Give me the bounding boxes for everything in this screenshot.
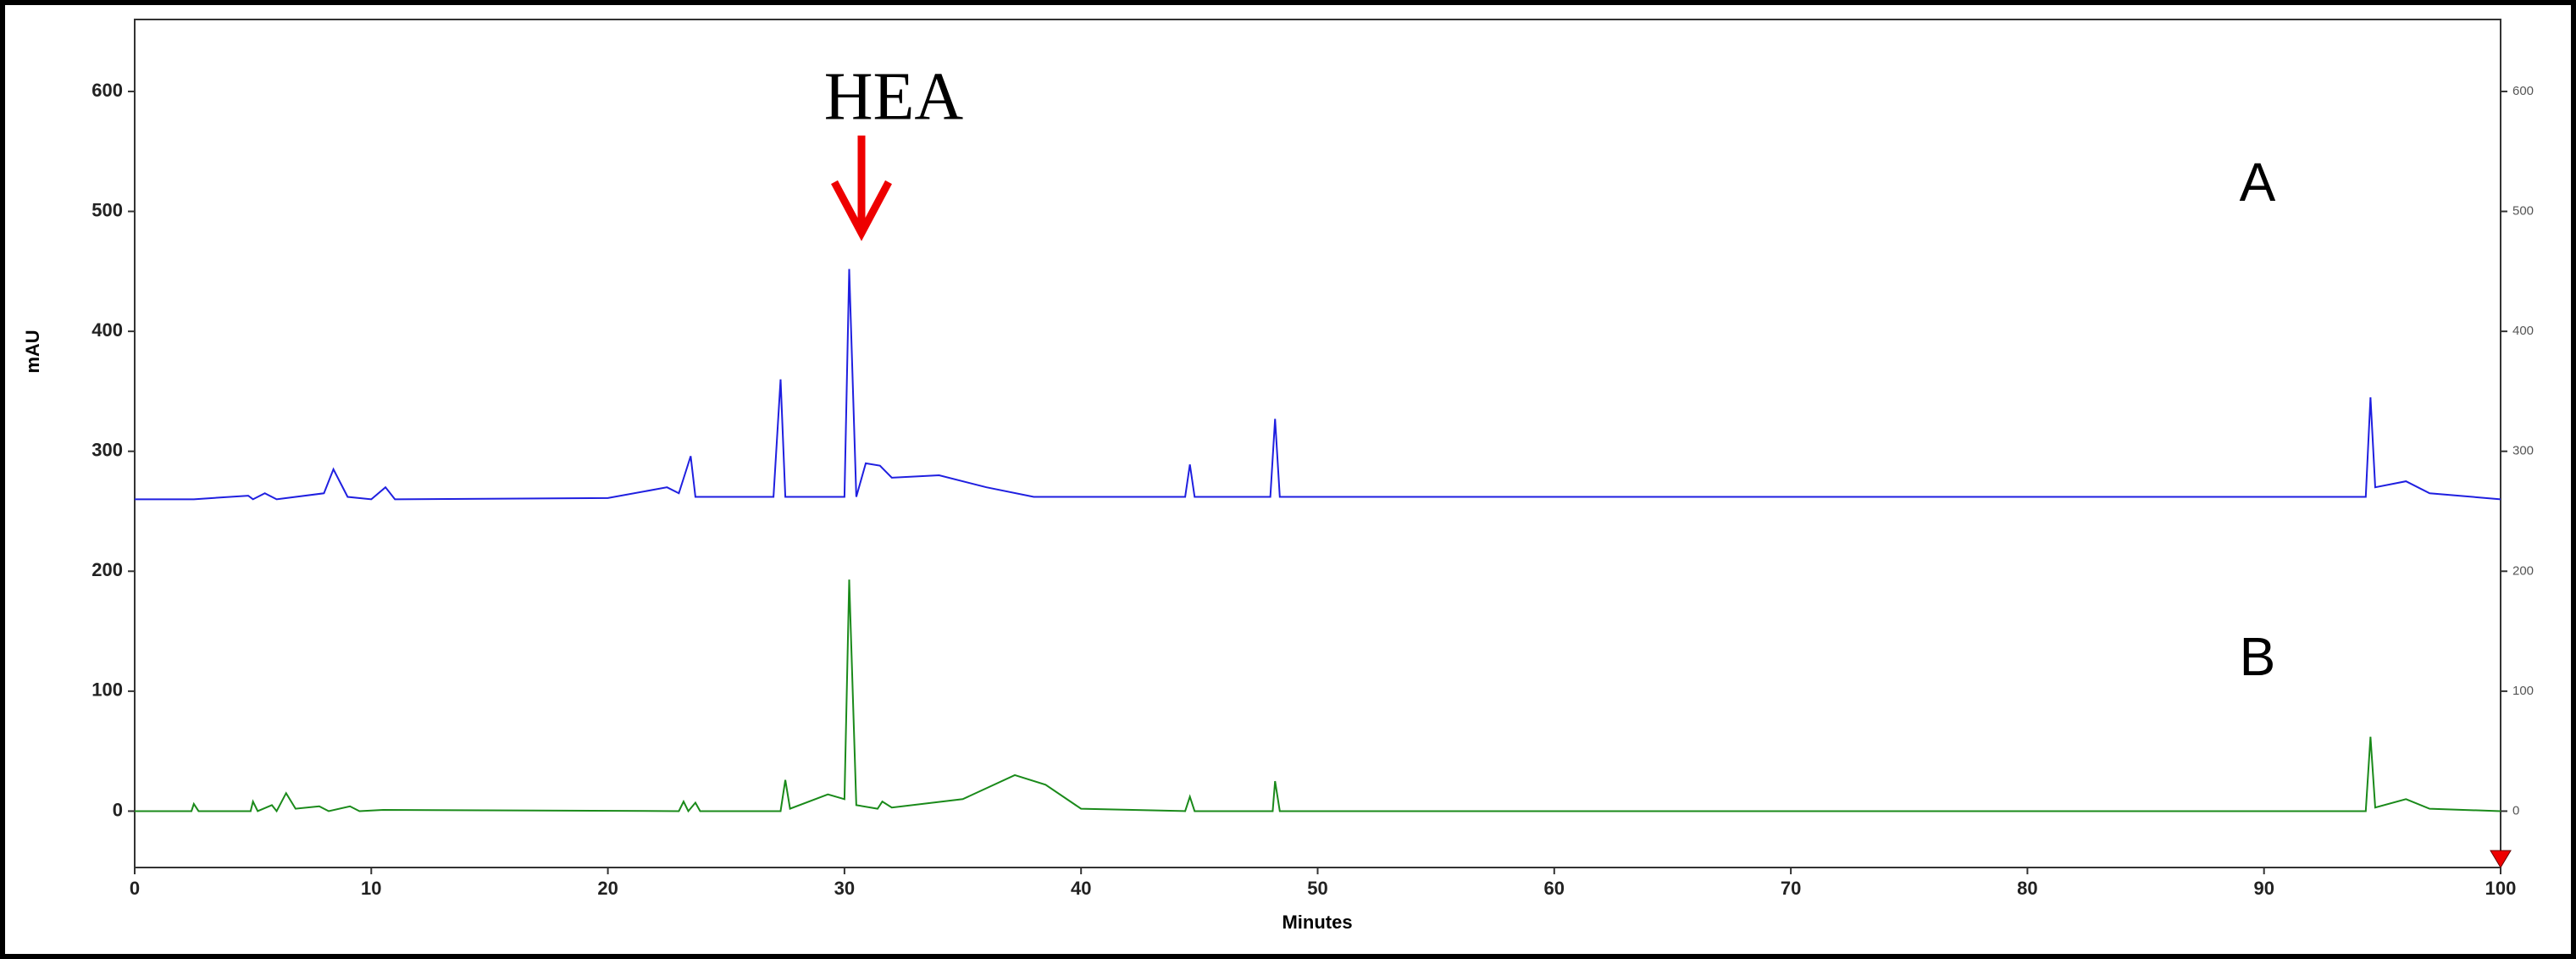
end-marker xyxy=(2490,850,2512,868)
x-tick-label: 0 xyxy=(130,878,140,899)
y2-tick-label: 500 xyxy=(2512,204,2534,219)
y-tick-label: 500 xyxy=(91,199,123,220)
y2-tick-label: 100 xyxy=(2512,684,2534,698)
y-tick-label: 300 xyxy=(91,440,123,461)
y2-tick-label: 600 xyxy=(2512,84,2534,98)
x-tick-label: 10 xyxy=(361,878,381,899)
series-label: A xyxy=(2240,152,2276,213)
annotation-arrowhead xyxy=(831,180,892,241)
y-tick-label: 100 xyxy=(91,679,123,701)
annotation: HEA xyxy=(824,59,964,134)
y-tick-label: 600 xyxy=(91,80,123,101)
y2-tick-label: 300 xyxy=(2512,444,2534,458)
y2-tick-label: 0 xyxy=(2512,803,2519,818)
series-line xyxy=(135,269,2501,501)
x-tick-label: 50 xyxy=(1307,878,1327,899)
y2-tick-label: 200 xyxy=(2512,563,2534,578)
x-tick-label: 90 xyxy=(2253,878,2274,899)
x-tick-label: 20 xyxy=(597,878,618,899)
x-tick-label: 100 xyxy=(2485,878,2517,899)
x-tick-label: 80 xyxy=(2017,878,2037,899)
y-tick-label: 200 xyxy=(91,559,123,580)
x-tick-label: 60 xyxy=(1544,878,1565,899)
x-tick-label: 40 xyxy=(1071,878,1091,899)
x-tick-label: 30 xyxy=(834,878,855,899)
y-axis-label: mAU xyxy=(22,330,43,373)
x-axis-label: Minutes xyxy=(1282,912,1352,933)
x-tick-label: 70 xyxy=(1781,878,1801,899)
series-label: B xyxy=(2240,626,2276,687)
y2-tick-label: 400 xyxy=(2512,324,2534,338)
series-line xyxy=(135,579,2501,813)
y-tick-label: 0 xyxy=(113,799,123,820)
y-tick-label: 400 xyxy=(91,319,123,341)
